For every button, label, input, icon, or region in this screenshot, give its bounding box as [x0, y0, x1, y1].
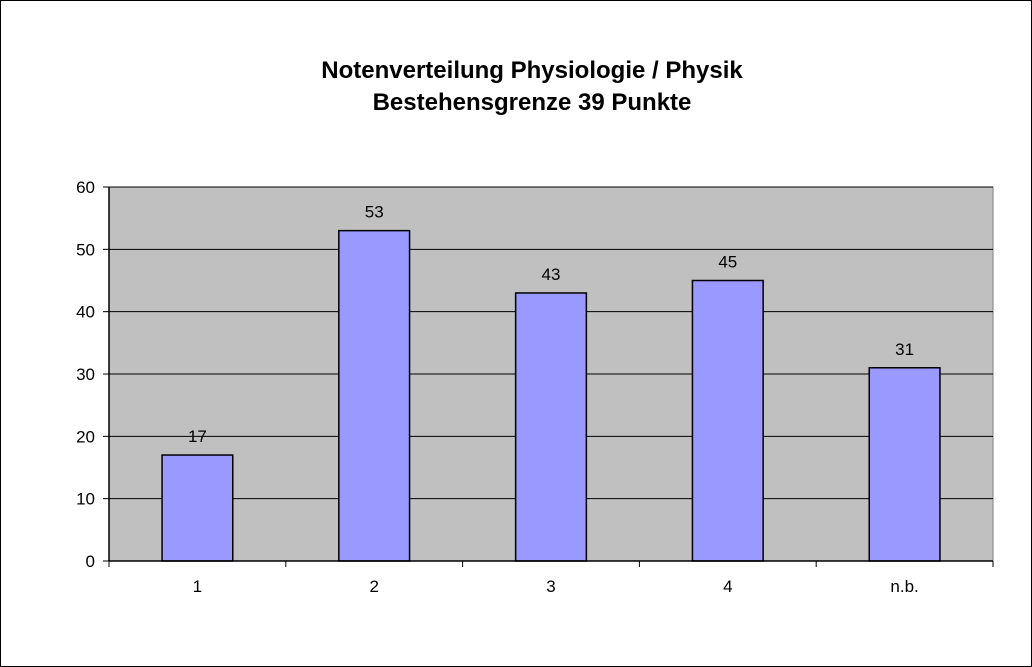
y-tick-label: 50 — [76, 240, 95, 259]
x-tick-label: n.b. — [890, 577, 918, 596]
x-tick-labels: 1 2 3 4 n.b. — [193, 577, 919, 596]
x-tick-label: 4 — [723, 577, 732, 596]
chart-subtitle: Bestehensgrenze 39 Punkte — [372, 89, 692, 116]
data-label: 43 — [542, 265, 561, 284]
y-tick-label: 20 — [76, 427, 95, 446]
y-tick-label: 60 — [76, 178, 95, 197]
x-tick-label: 3 — [546, 577, 555, 596]
chart-title: Notenverteilung Physiologie / Physik Bes… — [1, 55, 1032, 119]
chart-title-line: Notenverteilung Physiologie / Physik — [321, 57, 743, 84]
data-label: 31 — [895, 340, 914, 359]
data-label: 53 — [365, 203, 384, 222]
y-tick-label: 40 — [76, 303, 95, 322]
y-tick-label: 0 — [86, 552, 95, 571]
bar — [338, 229, 411, 562]
data-label: 45 — [718, 253, 737, 272]
bar — [691, 279, 764, 562]
axes — [103, 186, 994, 567]
data-label: 17 — [188, 427, 207, 446]
y-tick-label: 10 — [76, 490, 95, 509]
bar — [514, 292, 588, 562]
bar — [868, 367, 941, 562]
bar — [161, 454, 234, 562]
data-labels: 17 53 43 45 31 — [188, 203, 914, 446]
y-tick-label: 30 — [76, 365, 95, 384]
x-tick-label: 1 — [193, 577, 202, 596]
x-tick-label: 2 — [369, 577, 378, 596]
bars — [161, 229, 941, 562]
y-tick-labels: 0 10 20 30 40 50 60 — [76, 178, 95, 571]
